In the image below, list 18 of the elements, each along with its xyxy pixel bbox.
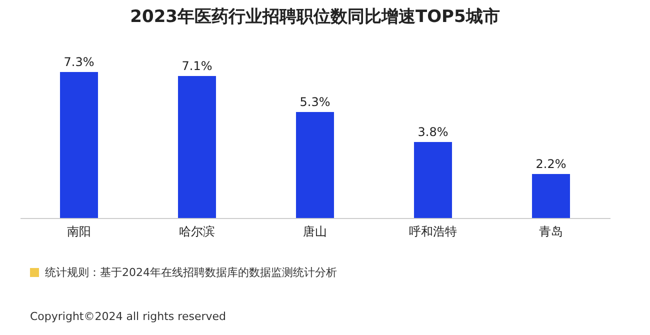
data-label: 7.1%	[182, 59, 212, 73]
bar	[296, 112, 334, 218]
data-label: 2.2%	[536, 157, 566, 171]
x-tick-label: 青岛	[539, 224, 563, 238]
bar	[178, 76, 216, 218]
bar	[60, 72, 98, 218]
x-tick-label: 呼和浩特	[409, 224, 457, 238]
data-label: 7.3%	[64, 55, 94, 69]
x-tick-label: 哈尔滨	[179, 224, 215, 238]
x-tick-label: 南阳	[67, 224, 91, 238]
data-label: 3.8%	[418, 125, 448, 139]
chart-title: 2023年医药行业招聘职位数同比增速TOP5城市	[130, 7, 500, 27]
x-tick-label: 唐山	[303, 224, 327, 238]
text: Copyright©2024 all rights reserved	[30, 310, 226, 323]
text: 统计规则：基于2024年在线招聘数据库的数据监测统计分析	[44, 264, 337, 280]
bar	[414, 142, 452, 218]
data-label: 5.3%	[300, 95, 330, 109]
bar	[532, 174, 570, 218]
